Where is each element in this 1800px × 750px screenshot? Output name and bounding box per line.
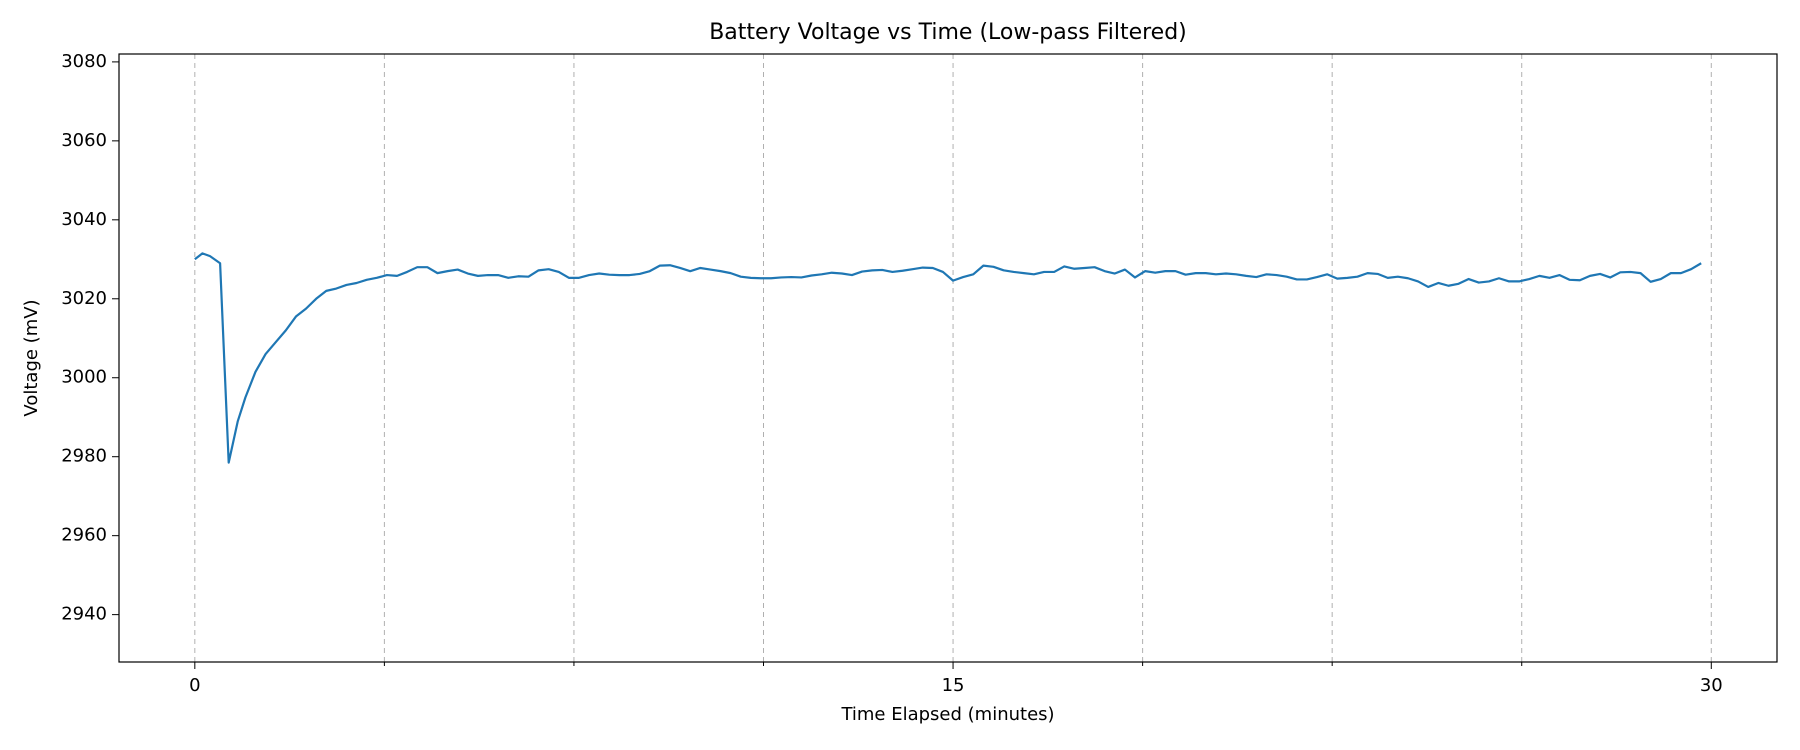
y-tick-label: 3080 xyxy=(61,51,107,72)
y-tick-label: 2940 xyxy=(61,604,107,625)
y-tick-label: 3020 xyxy=(61,288,107,309)
y-tick-label: 3000 xyxy=(61,367,107,388)
y-tick-label: 3040 xyxy=(61,209,107,230)
chart-title: Battery Voltage vs Time (Low-pass Filter… xyxy=(709,20,1187,45)
x-tick-label: 30 xyxy=(1700,675,1723,696)
y-tick-label: 3060 xyxy=(61,130,107,151)
y-tick-label: 2980 xyxy=(61,446,107,467)
x-axis-label: Time Elapsed (minutes) xyxy=(840,704,1054,725)
plot-frame xyxy=(118,53,1778,663)
data-line xyxy=(194,252,1702,464)
x-tick-label: 15 xyxy=(942,675,965,696)
y-tick-label: 2960 xyxy=(61,525,107,546)
x-tick-label: 0 xyxy=(189,675,200,696)
y-axis-label: Voltage (mV) xyxy=(21,299,42,416)
